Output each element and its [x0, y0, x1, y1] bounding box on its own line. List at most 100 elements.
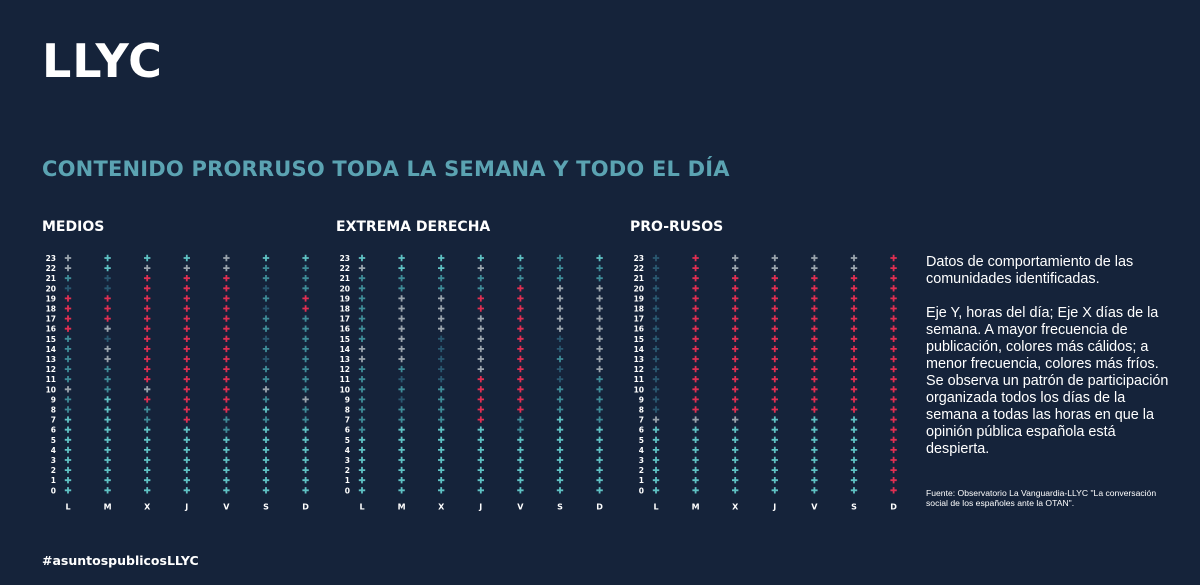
- heatmap-cell: [517, 275, 524, 282]
- y-tick-label: 17: [634, 315, 644, 324]
- heatmap-cell: [358, 376, 366, 383]
- heatmap-cell: [183, 254, 190, 262]
- y-tick-label: 22: [340, 264, 350, 273]
- heatmap-cell: [438, 325, 445, 332]
- heatmap-cell: [477, 325, 484, 332]
- heatmap-cell: [144, 254, 151, 262]
- y-tick-label: 21: [46, 274, 56, 283]
- heatmap-cell: [692, 285, 699, 292]
- heatmap-cell: [223, 477, 230, 484]
- y-tick-label: 15: [340, 335, 350, 344]
- y-tick-label: 20: [340, 284, 350, 293]
- heatmap-cell: [144, 365, 151, 373]
- heatmap-cell: [104, 487, 111, 494]
- heatmap-cell: [262, 436, 270, 443]
- heatmap-cell: [811, 355, 818, 363]
- heatmap-cell: [692, 295, 699, 302]
- heatmap-cell: [358, 386, 366, 393]
- heatmap-cell: [302, 416, 309, 423]
- heatmap-cell: [811, 456, 818, 464]
- heatmap-cell: [850, 446, 858, 454]
- y-tick-label: 14: [634, 345, 644, 354]
- heatmap-cell: [104, 456, 111, 464]
- heatmap-cell: [262, 345, 270, 353]
- heatmap-cell: [732, 446, 739, 454]
- heatmap-cell: [302, 345, 309, 353]
- heatmap-cell: [692, 305, 699, 312]
- heatmap-cell: [438, 466, 445, 474]
- heatmap-cell: [104, 416, 111, 423]
- heatmap-cell: [850, 345, 858, 353]
- heatmap-cell: [811, 487, 818, 494]
- x-tick-label: X: [438, 502, 445, 511]
- heatmap-cell: [183, 285, 190, 292]
- heatmap-cell: [183, 466, 190, 474]
- heatmap-cell: [398, 487, 405, 494]
- heatmap-cell: [438, 355, 445, 363]
- heatmap-cell: [652, 335, 660, 342]
- heatmap-cell: [771, 436, 778, 443]
- heatmap-cell: [652, 305, 660, 312]
- heatmap-cell: [652, 345, 660, 353]
- heatmap-cell: [398, 315, 405, 322]
- heatmap-cell: [890, 325, 897, 332]
- heatmap-cell: [477, 345, 484, 353]
- heatmap-cell: [104, 305, 111, 312]
- heatmap-cell: [771, 254, 778, 262]
- heatmap-cell: [732, 325, 739, 332]
- heatmap-cell: [358, 466, 366, 474]
- heatmap-cell: [302, 355, 309, 363]
- heatmap-cell: [771, 406, 778, 413]
- heatmap-cell: [850, 477, 858, 484]
- heatmap-cell: [850, 315, 858, 322]
- heatmap-cell: [438, 335, 445, 342]
- heatmap-cell: [692, 406, 699, 413]
- heatmap-cell: [302, 396, 309, 403]
- heatmap-cell: [358, 396, 366, 403]
- heatmap-cell: [104, 386, 111, 393]
- y-tick-label: 5: [51, 436, 56, 445]
- heatmap-cell: [398, 345, 405, 353]
- heatmap-cell: [692, 386, 699, 393]
- heatmap-cell: [398, 456, 405, 464]
- heatmap-cell: [771, 477, 778, 484]
- heatmap-cell: [771, 345, 778, 353]
- heatmap-cell: [596, 446, 603, 454]
- heatmap-cell: [850, 254, 858, 262]
- heatmap-cell: [556, 386, 564, 393]
- heatmap-cell: [64, 254, 72, 262]
- heatmap-cell: [358, 456, 366, 464]
- heatmap-cell: [438, 365, 445, 373]
- heatmap-cell: [262, 365, 270, 373]
- heatmap-cell: [223, 436, 230, 443]
- heatmap-cell: [183, 365, 190, 373]
- heatmap-cell: [517, 386, 524, 393]
- heatmap-cell: [144, 335, 151, 342]
- heatmap-cell: [477, 446, 484, 454]
- heatmap-cell: [302, 295, 309, 302]
- heatmap-cell: [262, 285, 270, 292]
- heatmap-cell: [771, 386, 778, 393]
- heatmap-cell: [652, 466, 660, 474]
- heatmap-cell: [732, 416, 739, 423]
- heatmap-cell: [652, 426, 660, 433]
- heatmap-cell: [652, 325, 660, 332]
- heatmap-cell: [183, 264, 190, 272]
- y-tick-label: 23: [46, 254, 56, 263]
- heatmap-cell: [144, 426, 151, 433]
- heatmap-cell: [398, 355, 405, 363]
- heatmap-cell: [398, 275, 405, 282]
- heatmap-cell: [438, 426, 445, 433]
- heatmap-cell: [358, 436, 366, 443]
- heatmap-cell: [556, 446, 564, 454]
- heatmap-cell: [811, 305, 818, 312]
- heatmap-cell: [556, 254, 564, 262]
- heatmap-cell: [64, 275, 72, 282]
- x-tick-label: M: [104, 502, 112, 511]
- heatmap-cell: [64, 285, 72, 292]
- heatmap-cell: [223, 456, 230, 464]
- heatmap-cell: [477, 295, 484, 302]
- x-tick-label: J: [184, 502, 188, 511]
- heatmap-cell: [692, 345, 699, 353]
- heatmap-cell: [438, 436, 445, 443]
